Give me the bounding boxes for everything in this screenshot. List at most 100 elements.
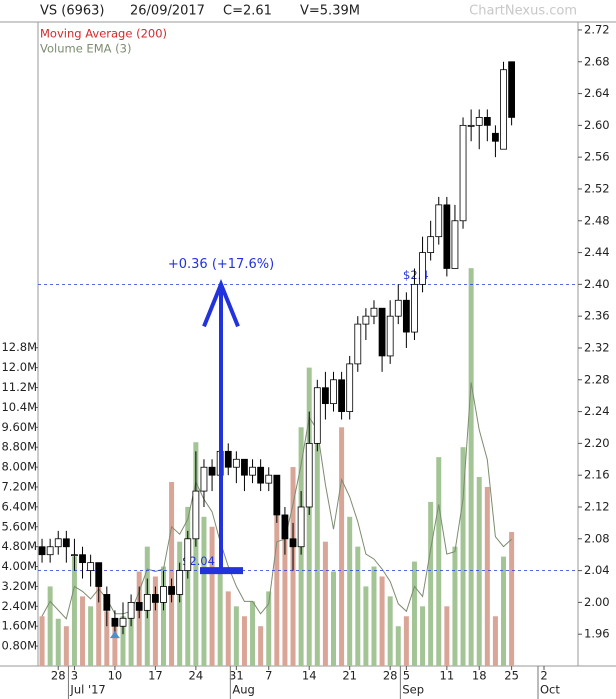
candle-body [119,617,127,627]
candle-body [62,538,70,548]
candle-body [249,466,256,476]
candle-body [459,124,467,222]
volume-bar [484,486,490,666]
candle-body [338,379,345,412]
y-tick-label: 2.72 [584,22,610,36]
y2-tick-label: 1.60M [1,619,37,633]
volume-bar [80,596,86,666]
x-tick-label: 17 [148,669,163,683]
candle-body [370,307,378,317]
y-tick-label: 2.36 [584,309,610,323]
x-tick-label: 25 [504,669,519,683]
volume-bar [436,457,442,666]
legend: Moving Average (200) Volume EMA (3) [40,27,167,56]
candle-body [95,562,103,587]
candle-body [475,117,483,126]
volume-bar [177,541,183,666]
candle-body [127,601,135,619]
volume-bar [411,561,417,666]
candle-body [492,132,499,142]
volume-bar [460,447,466,666]
y-tick-label: 1.96 [584,627,610,641]
candle-body [402,299,410,333]
signal-marker [109,631,120,639]
volume-bar [136,571,142,666]
candle-body [184,538,192,571]
candle-body [46,546,54,556]
volume-bar [47,586,53,666]
candle-body [305,442,313,508]
volume-bar [169,482,175,666]
volume-bar [217,571,223,666]
candle-body [427,236,435,253]
candle-body [443,204,451,269]
volume-bar [355,546,361,666]
candle-body [354,323,362,365]
month-label: Aug [232,683,254,697]
candle-body [483,117,491,126]
y-tick-label: 2.04 [584,563,610,577]
y2-tick-label: 0.80M [1,639,37,653]
y-tick-label: 2.08 [584,531,610,545]
month-label: Oct [540,683,560,697]
date: 26/09/2017 [130,4,205,19]
candle-body [232,458,240,468]
volume-bar [241,616,247,666]
candle-body [200,466,208,492]
y-tick-label: 2.16 [584,468,610,482]
volume-bar [63,626,69,666]
candle-body [386,315,394,357]
y2-tick-label: 12.0M [1,360,37,374]
volume-bar [282,536,288,666]
volume-bar [387,596,393,666]
candle-body [362,315,370,325]
y2-tick-label: 4.80M [1,539,37,553]
y-tick-label: 2.32 [584,340,610,354]
x-tick-label: 28 [383,669,398,683]
volume-bar [88,606,94,666]
volume-bar [55,618,61,666]
volume-ema-line [41,382,512,620]
y2-tick-label: 4.00M [1,559,37,573]
volume-bar [112,626,118,666]
volume-bar [152,576,158,666]
volume-bar [322,541,328,666]
x-tick-label: 2 [540,669,547,683]
volume-bar [306,367,312,666]
candle-body [208,466,216,476]
candle-body [419,252,426,285]
y-tick-label: 2.52 [584,181,610,195]
volume-bar [444,606,450,666]
candle-body [346,363,354,412]
y-tick-label: 2.24 [584,404,610,418]
x-tick-label: 28 [51,669,66,683]
y-tick-label: 2.40 [584,277,610,291]
volume-info: V=5.39M [300,4,360,19]
volume-bar [509,531,515,666]
candle-body [378,307,386,357]
candle-body [192,490,200,540]
candle-body [54,538,62,548]
y2-tick-label: 12.8M [1,340,37,354]
candle-body [322,387,329,405]
volume-bar [96,576,102,666]
volume-bar [209,526,215,666]
annotation-arrowhead [202,279,240,328]
volume-bar [363,586,369,666]
x-tick-label: 3 [71,669,78,683]
x-tick-label: 21 [342,669,357,683]
close-info: C=2.61 [223,4,272,19]
y-tick-label: 2.28 [584,372,610,386]
volume-bar [250,601,256,666]
y-tick-label: 2.56 [584,150,610,164]
candle-body [160,586,167,603]
x-tick-label: 5 [403,669,410,683]
candle-body [411,283,418,333]
x-tick-label: 10 [108,669,123,683]
candle-body [111,617,119,627]
y-tick-label: 2.44 [584,245,610,259]
volume-bar [274,482,280,666]
chart-title: VS (6963) [40,4,105,19]
candles [38,61,516,635]
